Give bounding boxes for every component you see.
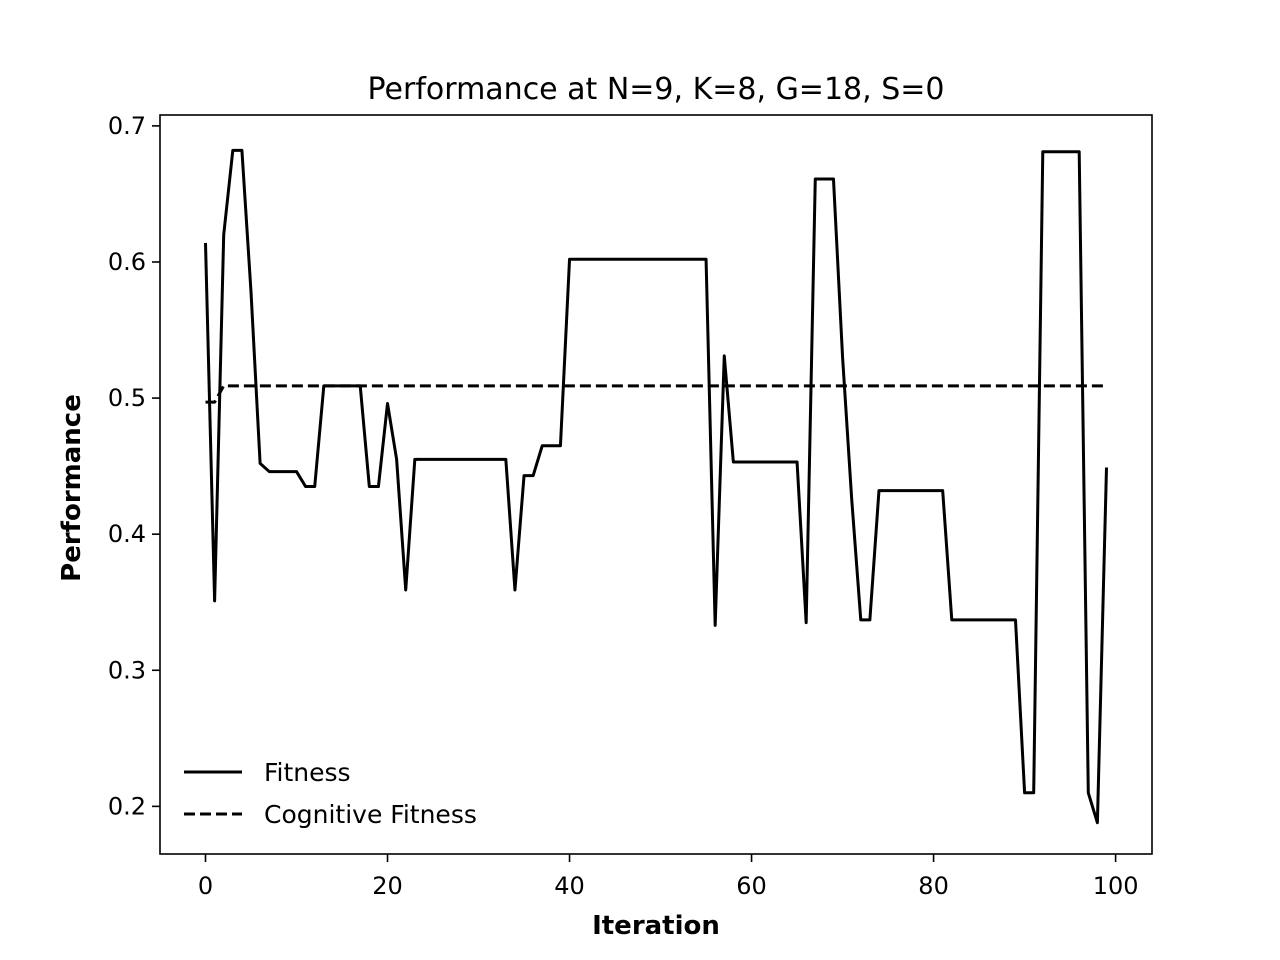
x-tick-label: 100 — [1093, 872, 1139, 900]
legend-label-fitness: Fitness — [264, 758, 351, 787]
x-tick-label: 60 — [736, 872, 767, 900]
y-tick-label: 0.3 — [108, 656, 146, 684]
y-tick-label: 0.2 — [108, 792, 146, 820]
plot-area — [204, 148, 1108, 825]
y-axis: 0.2 0.3 0.4 0.5 0.6 0.7 — [108, 112, 160, 820]
y-tick-label: 0.7 — [108, 112, 146, 140]
x-tick-label: 80 — [918, 872, 949, 900]
x-tick-label: 20 — [372, 872, 403, 900]
plot-frame — [159, 114, 1153, 855]
x-tick-label: 40 — [554, 872, 585, 900]
x-tick-label: 0 — [198, 872, 213, 900]
y-tick-label: 0.6 — [108, 248, 146, 276]
y-tick-label: 0.5 — [108, 384, 146, 412]
x-axis-label: Iteration — [592, 911, 720, 941]
x-axis: 0 20 40 60 80 100 — [198, 854, 1139, 900]
y-tick-label: 0.4 — [108, 520, 146, 548]
chart-title: Performance at N=9, K=8, G=18, S=0 — [368, 72, 945, 107]
series-line-fitness — [204, 148, 1108, 825]
y-axis-label: Performance — [57, 394, 87, 582]
legend: Fitness Cognitive Fitness — [184, 758, 477, 829]
legend-label-cognitive-fitness: Cognitive Fitness — [264, 800, 477, 829]
series-line-cognitive-fitness — [205, 384, 1107, 404]
